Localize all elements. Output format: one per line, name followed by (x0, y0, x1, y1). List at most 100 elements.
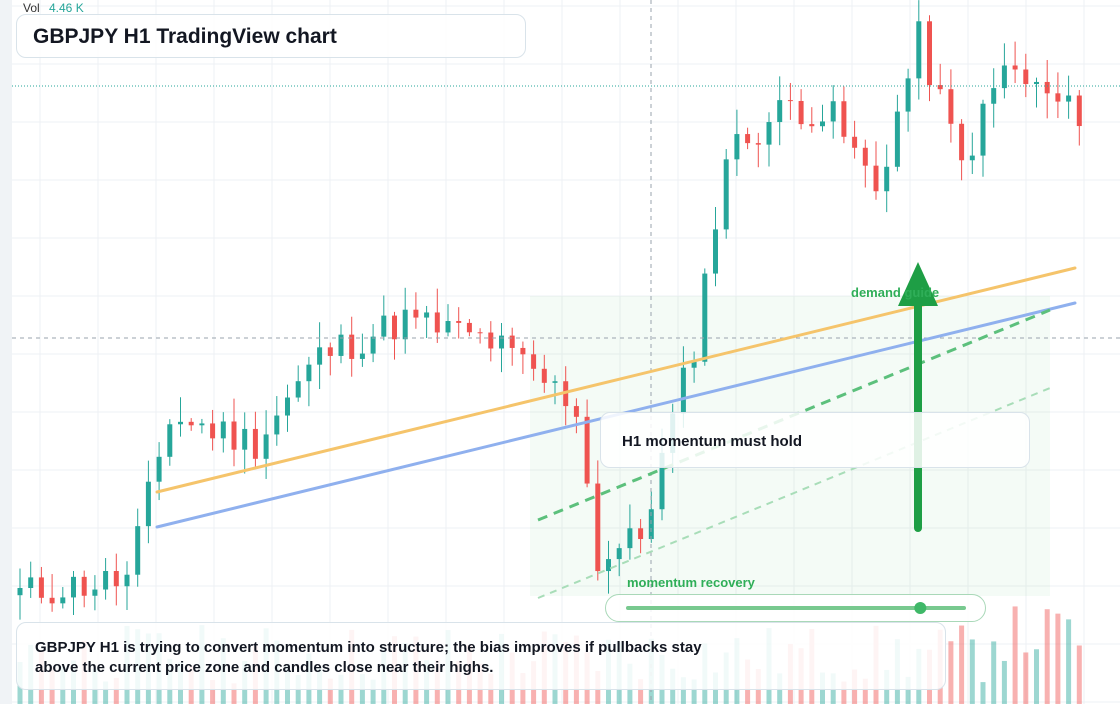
arrow-head (898, 262, 938, 306)
candle-body (905, 78, 911, 112)
candle-body (595, 483, 601, 572)
candle-body (370, 336, 376, 354)
candle-body (1012, 65, 1018, 70)
candle-body (680, 367, 686, 414)
candle-body (969, 155, 975, 161)
candle-body (103, 570, 109, 590)
candle-body (991, 88, 997, 104)
candle-body (199, 423, 205, 426)
candle-body (1034, 81, 1039, 85)
candle-body (295, 381, 301, 398)
candle-body (60, 597, 66, 604)
candle-body (402, 309, 408, 340)
volume-bar (1034, 649, 1039, 704)
volume-bar (638, 679, 644, 704)
candle-body (937, 85, 943, 90)
candle-body (135, 526, 141, 575)
candle-body (499, 335, 504, 349)
candle-body (327, 347, 333, 356)
candle-body (466, 322, 472, 333)
candle-body (948, 89, 954, 124)
candle-body (488, 332, 494, 349)
candle-body (413, 309, 419, 318)
candle-body (520, 347, 526, 355)
volume-bar (680, 677, 686, 704)
volume-bar (980, 682, 986, 704)
candle-body (210, 423, 216, 439)
candle-body (787, 100, 793, 102)
candle-body (509, 335, 515, 348)
volume-bar (103, 681, 109, 704)
volume-bar (1066, 619, 1072, 704)
volume-label: Vol (23, 1, 40, 15)
candle-body (92, 589, 98, 596)
candle-body (638, 528, 644, 540)
momentum-note-card: H1 momentum must hold (600, 412, 1030, 468)
candle-body (28, 577, 34, 589)
volume-bar (959, 625, 965, 704)
candle-body (434, 312, 440, 333)
candle-body (766, 122, 772, 145)
candle-body (445, 321, 451, 333)
candle-body (263, 434, 269, 459)
candle-body (627, 528, 633, 549)
candle-body (606, 559, 611, 572)
volume-bar (1023, 652, 1029, 704)
left-border (0, 0, 12, 704)
candle-body (1055, 93, 1061, 102)
candle-body (616, 548, 622, 560)
volume-bar (862, 678, 868, 704)
candle-body (648, 509, 654, 540)
candle-body (456, 321, 462, 323)
candle-body (723, 159, 729, 230)
candle-body (285, 397, 290, 416)
candle-body (531, 354, 537, 369)
candle-body (178, 421, 183, 425)
candle-body (317, 347, 323, 365)
volume-bar (1055, 613, 1061, 704)
volume-bar (210, 680, 216, 704)
candle-body (1066, 95, 1072, 102)
candle-body (1076, 95, 1082, 127)
candle-body (1001, 65, 1007, 89)
candle-body (124, 574, 130, 587)
demand-guide-label: demand guide (851, 285, 940, 300)
momentum-note: H1 momentum must hold (622, 433, 803, 450)
momentum-recovery-slider[interactable] (605, 594, 986, 622)
volume-bar (1001, 660, 1007, 704)
candle-body (745, 134, 751, 144)
candle-body (573, 406, 579, 417)
candle-body (274, 415, 280, 435)
slider-knob[interactable] (914, 602, 927, 614)
candle-body (873, 165, 879, 192)
candle-body (584, 416, 590, 484)
candle-body (392, 315, 397, 340)
candle-body (916, 21, 922, 79)
candle-body (713, 229, 718, 274)
candle-body (113, 570, 119, 587)
candle-body (894, 111, 900, 167)
volume-value: 4.46 K (49, 1, 84, 15)
candle-body (349, 334, 355, 359)
candle-body (1044, 81, 1050, 94)
candle-body (659, 452, 665, 510)
candle-body (884, 166, 890, 192)
volume-bar (370, 679, 376, 704)
volume-bar (991, 641, 997, 704)
title-card: GBPJPY H1 TradingView chart (16, 14, 526, 58)
volume-bar (1076, 645, 1082, 704)
candle-body (477, 332, 483, 334)
volume-bar (113, 677, 119, 704)
candle-body (242, 428, 248, 450)
candle-body (927, 21, 932, 86)
candle-body (841, 101, 847, 137)
candle-body (1023, 69, 1029, 85)
chart-title: GBPJPY H1 TradingView chart (33, 25, 337, 48)
candle-body (980, 103, 986, 156)
candle-body (145, 481, 151, 527)
candle-body (231, 421, 237, 450)
volume-bar (231, 683, 237, 704)
candle-body (252, 428, 258, 459)
volume-bar (327, 678, 333, 704)
volume-bar (1044, 609, 1050, 704)
